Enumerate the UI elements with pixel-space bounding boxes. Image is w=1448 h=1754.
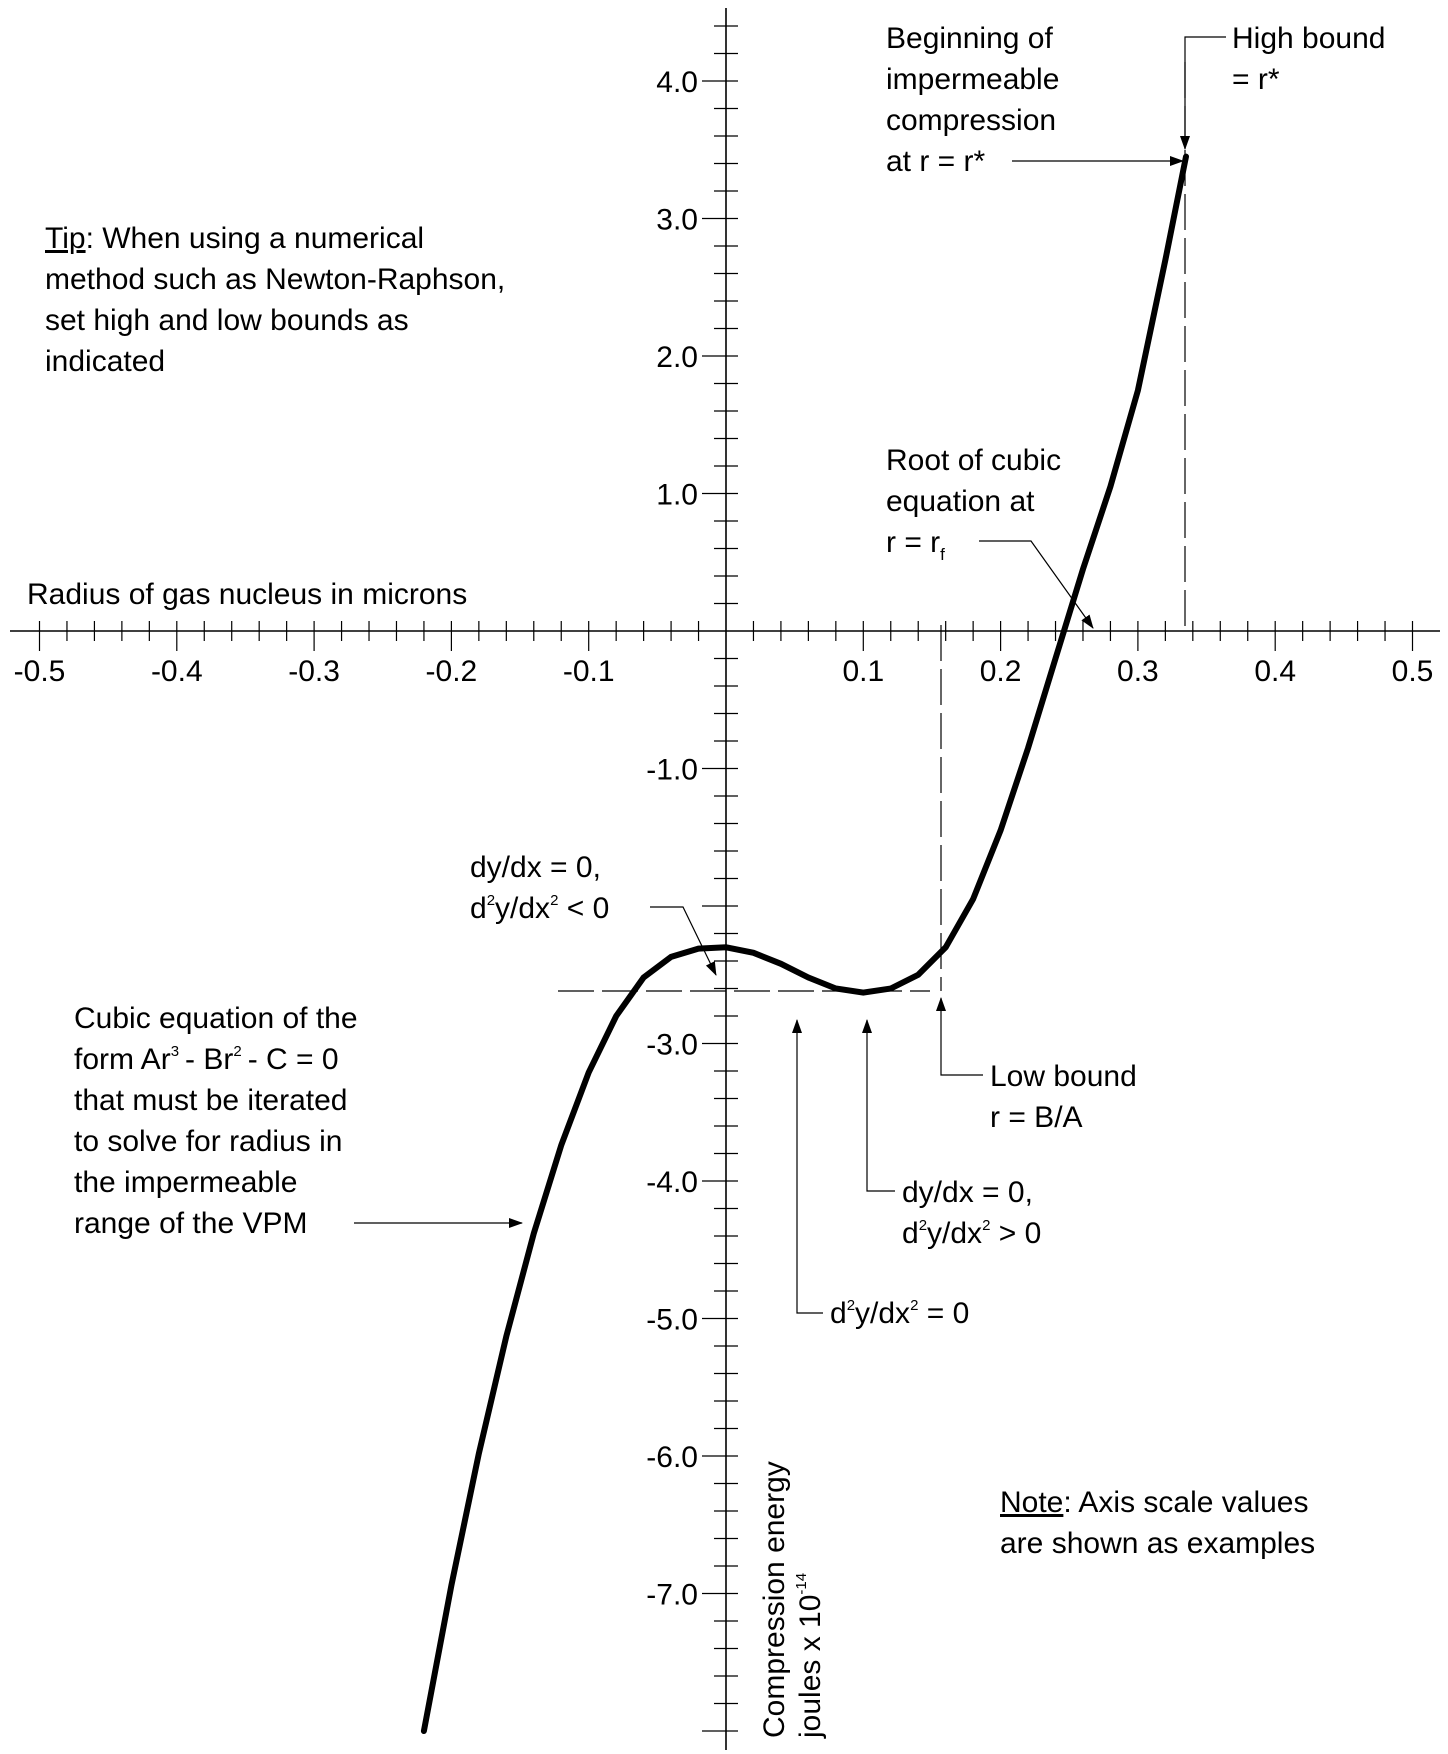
tip-line-3: set high and low bounds as	[45, 304, 409, 337]
y-tick-label: 2.0	[656, 341, 698, 374]
cubic-line-5: the impermeable	[74, 1166, 297, 1199]
local-min-arrow	[862, 1019, 895, 1192]
y-tick-label: 1.0	[656, 479, 698, 512]
x-tick-label: -0.1	[563, 655, 615, 688]
tip-annotation: Tip: When using a numerical method such …	[45, 222, 505, 378]
low-bound-annotation: Low bound r = B/A	[936, 997, 1137, 1134]
y-tick-label: -1.0	[646, 754, 698, 787]
root-line-3: r = rf	[886, 526, 945, 564]
x-tick-label: -0.3	[288, 655, 340, 688]
y-axis-label-line2: joules x 10-14	[793, 1573, 827, 1739]
x-tick-label: -0.5	[14, 655, 66, 688]
local-max-line-1: dy/dx = 0,	[470, 851, 601, 884]
y-tick-label: -6.0	[646, 1441, 698, 1474]
cubic-line-1: Cubic equation of the	[74, 1002, 358, 1035]
y-axis-label: Compression energy joules x 10-14	[758, 1461, 827, 1739]
x-tick-label: 0.4	[1254, 655, 1296, 688]
root-arrow	[979, 540, 1094, 629]
high-bound-arrow	[1180, 36, 1226, 150]
high-bound-line-2: = r*	[1232, 63, 1280, 96]
root-line-2: equation at	[886, 485, 1035, 518]
axis-ticks	[38, 25, 1414, 1732]
x-tick-label: 0.3	[1117, 655, 1159, 688]
cubic-line-6: range of the VPM	[74, 1207, 307, 1240]
note-line-2: are shown as examples	[1000, 1527, 1315, 1560]
y-tick-label: -4.0	[646, 1166, 698, 1199]
local-max-arrow	[650, 906, 717, 976]
low-bound-line-1: Low bound	[990, 1060, 1137, 1093]
x-tick-label: -0.2	[426, 655, 478, 688]
note-line-1: Note: Axis scale values	[1000, 1486, 1309, 1519]
y-tick-label: -5.0	[646, 1304, 698, 1337]
local-min-line-1: dy/dx = 0,	[902, 1176, 1033, 1209]
inflection-line-1: d2y/dx2 = 0	[830, 1297, 969, 1330]
cubic-equation-annotation: Cubic equation of the form Ar3- Br2- C =…	[74, 1002, 523, 1240]
local-min-line-2: d2y/dx2 > 0	[902, 1217, 1041, 1250]
tip-line-4: indicated	[45, 345, 165, 378]
beginning-line-1: Beginning of	[886, 22, 1053, 55]
y-tick-label: -7.0	[646, 1579, 698, 1612]
inflection-arrow	[792, 1019, 823, 1314]
beginning-annotation: Beginning of impermeable compression at …	[886, 22, 1184, 178]
cubic-curve-series	[420, 153, 1189, 1734]
tip-line-1: Tip: When using a numerical	[45, 222, 424, 255]
x-tick-label: 0.5	[1392, 655, 1434, 688]
x-axis-label: Radius of gas nucleus in microns	[27, 578, 467, 611]
tip-line-2: method such as Newton-Raphson,	[45, 263, 505, 296]
cubic-line-3: that must be iterated	[74, 1084, 348, 1117]
y-axis-label-line1: Compression energy	[758, 1461, 791, 1738]
inflection-annotation: d2y/dx2 = 0	[792, 1019, 969, 1330]
local-max-annotation: dy/dx = 0, d2y/dx2 < 0	[470, 851, 717, 976]
local-max-line-2: d2y/dx2 < 0	[470, 892, 609, 925]
beginning-line-4: at r = r*	[886, 145, 986, 178]
cubic-line-4: to solve for radius in	[74, 1125, 342, 1158]
y-tick-label: -3.0	[646, 1029, 698, 1062]
low-bound-arrow	[936, 997, 983, 1076]
high-bound-annotation: High bound = r*	[1180, 22, 1385, 150]
x-tick-label: -0.4	[151, 655, 203, 688]
x-tick-label: 0.1	[842, 655, 884, 688]
cubic-line-2: form Ar3- Br2- C = 0	[74, 1043, 339, 1076]
high-bound-line-1: High bound	[1232, 22, 1385, 55]
local-min-annotation: dy/dx = 0, d2y/dx2 > 0	[862, 1019, 1041, 1250]
note-annotation: Note: Axis scale values are shown as exa…	[1000, 1486, 1315, 1560]
root-line-1: Root of cubic	[886, 444, 1061, 477]
axis-tick-labels: -0.5 -0.4 -0.3 -0.2 -0.1 0.1 0.2 0.3 0.4 0.5 4.0 3.…	[14, 66, 1434, 1612]
root-annotation: Root of cubic equation at r = rf	[886, 444, 1094, 629]
x-tick-label: 0.2	[980, 655, 1022, 688]
y-tick-label: 3.0	[656, 204, 698, 237]
beginning-line-3: compression	[886, 104, 1056, 137]
y-tick-label: 4.0	[656, 66, 698, 99]
low-bound-line-2: r = B/A	[990, 1101, 1083, 1134]
beginning-line-2: impermeable	[886, 63, 1059, 96]
